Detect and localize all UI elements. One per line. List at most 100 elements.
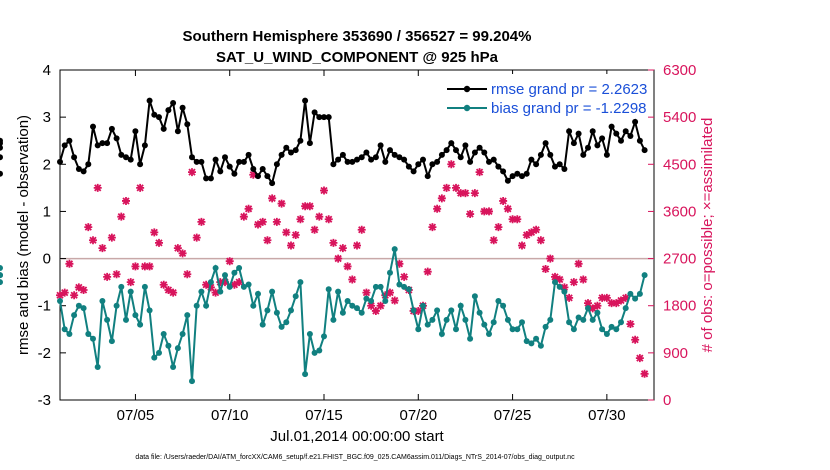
obs-point	[89, 236, 97, 245]
obs-point	[136, 183, 145, 192]
bias-point	[269, 288, 276, 295]
rmse-point	[429, 161, 436, 168]
rmse-point	[391, 151, 398, 158]
rmse-point	[627, 133, 634, 139]
obs-point	[617, 296, 625, 305]
bias-point	[0, 265, 3, 271]
y-left-tick-label: -2	[38, 345, 51, 362]
obs-point	[244, 204, 253, 213]
obs-point	[206, 283, 215, 292]
obs-point	[527, 228, 536, 237]
rmse-point	[495, 163, 502, 170]
bias-point	[0, 272, 3, 279]
obs-point	[155, 238, 163, 247]
rmse-point	[462, 142, 469, 149]
bias-point	[354, 305, 360, 312]
rmse-point	[85, 161, 92, 168]
rmse-point	[589, 128, 596, 135]
rmse-point	[561, 166, 568, 172]
obs-point	[475, 168, 484, 177]
obs-point	[456, 189, 465, 198]
bias-point	[335, 288, 342, 295]
rmse-point	[269, 180, 276, 187]
obs-point	[131, 262, 140, 271]
rmse-point	[434, 158, 441, 165]
rmse-point	[618, 137, 624, 144]
obs-point	[593, 301, 602, 310]
bias-point	[297, 279, 304, 286]
legend-rmse-marker	[463, 85, 471, 93]
obs-point	[348, 275, 357, 284]
obs-point	[254, 220, 262, 229]
bias-point	[424, 321, 431, 328]
y-right-tick-label: 0	[663, 392, 671, 409]
obs-point	[353, 241, 361, 250]
obs-point	[489, 236, 498, 245]
legend: rmse grand pr = 2.2623 bias grand pr = -…	[440, 74, 647, 118]
bias-point	[448, 307, 455, 314]
bias-point	[71, 312, 78, 319]
bias-point	[226, 283, 233, 290]
bias-point	[594, 309, 601, 316]
obs-point	[470, 189, 479, 198]
bias-point	[476, 309, 483, 316]
bias-point	[160, 331, 167, 337]
obs-point	[522, 231, 531, 239]
obs-point	[188, 168, 196, 177]
bias-point	[523, 338, 530, 345]
rmse-point	[368, 156, 375, 163]
x-tick-label: 07/15	[305, 407, 343, 424]
bias-point	[321, 333, 327, 340]
rmse-point	[174, 128, 181, 135]
bias-point	[146, 307, 153, 314]
rmse-point	[170, 100, 177, 106]
obs-point	[277, 199, 286, 208]
x-tick-label: 07/25	[494, 407, 532, 424]
obs-point	[329, 238, 338, 247]
obs-point	[178, 249, 187, 258]
bias-point	[528, 340, 535, 347]
bias-point	[255, 290, 261, 297]
obs-point	[541, 265, 550, 274]
obs-point	[122, 196, 130, 205]
series-rmse	[0, 97, 648, 187]
chart-title-line1: Southern Hemisphere 353690 / 356527 = 99…	[183, 28, 532, 45]
bias-point	[137, 321, 144, 328]
bias-point	[358, 309, 365, 316]
bias-point	[509, 326, 516, 333]
obs-point	[197, 217, 206, 226]
bias-point	[85, 331, 92, 337]
obs-point	[126, 278, 135, 287]
rmse-point	[245, 151, 252, 158]
obs-point	[452, 183, 460, 192]
chart-title-line2: SAT_U_WIND_COMPONENT @ 925 hPa	[216, 49, 499, 66]
obs-point	[310, 225, 319, 234]
rmse-point	[457, 154, 464, 161]
y-left-tick-label: 0	[43, 251, 51, 268]
obs-point	[503, 204, 512, 213]
rmse-point	[372, 154, 379, 161]
obs-point	[211, 288, 220, 297]
bias-point	[613, 326, 620, 333]
rmse-point	[509, 173, 516, 180]
bias-point	[123, 316, 129, 323]
rmse-point	[71, 154, 78, 161]
obs-point	[159, 280, 168, 289]
y-left-tick-label: 4	[43, 62, 51, 79]
obs-point	[395, 259, 404, 268]
bias-point	[278, 323, 285, 330]
rmse-point	[61, 142, 68, 149]
rmse-point	[552, 163, 558, 170]
bias-point	[377, 283, 384, 290]
bias-point	[189, 378, 195, 385]
obs-point	[320, 186, 328, 195]
bias-point	[552, 279, 558, 286]
rmse-point	[519, 173, 525, 180]
obs-point	[202, 280, 211, 289]
obs-point	[386, 288, 394, 297]
obs-point	[230, 280, 239, 289]
obs-point	[442, 183, 451, 192]
rmse-point	[613, 130, 620, 137]
y-right-tick-label: 3600	[663, 203, 696, 220]
bias-point	[349, 302, 356, 309]
